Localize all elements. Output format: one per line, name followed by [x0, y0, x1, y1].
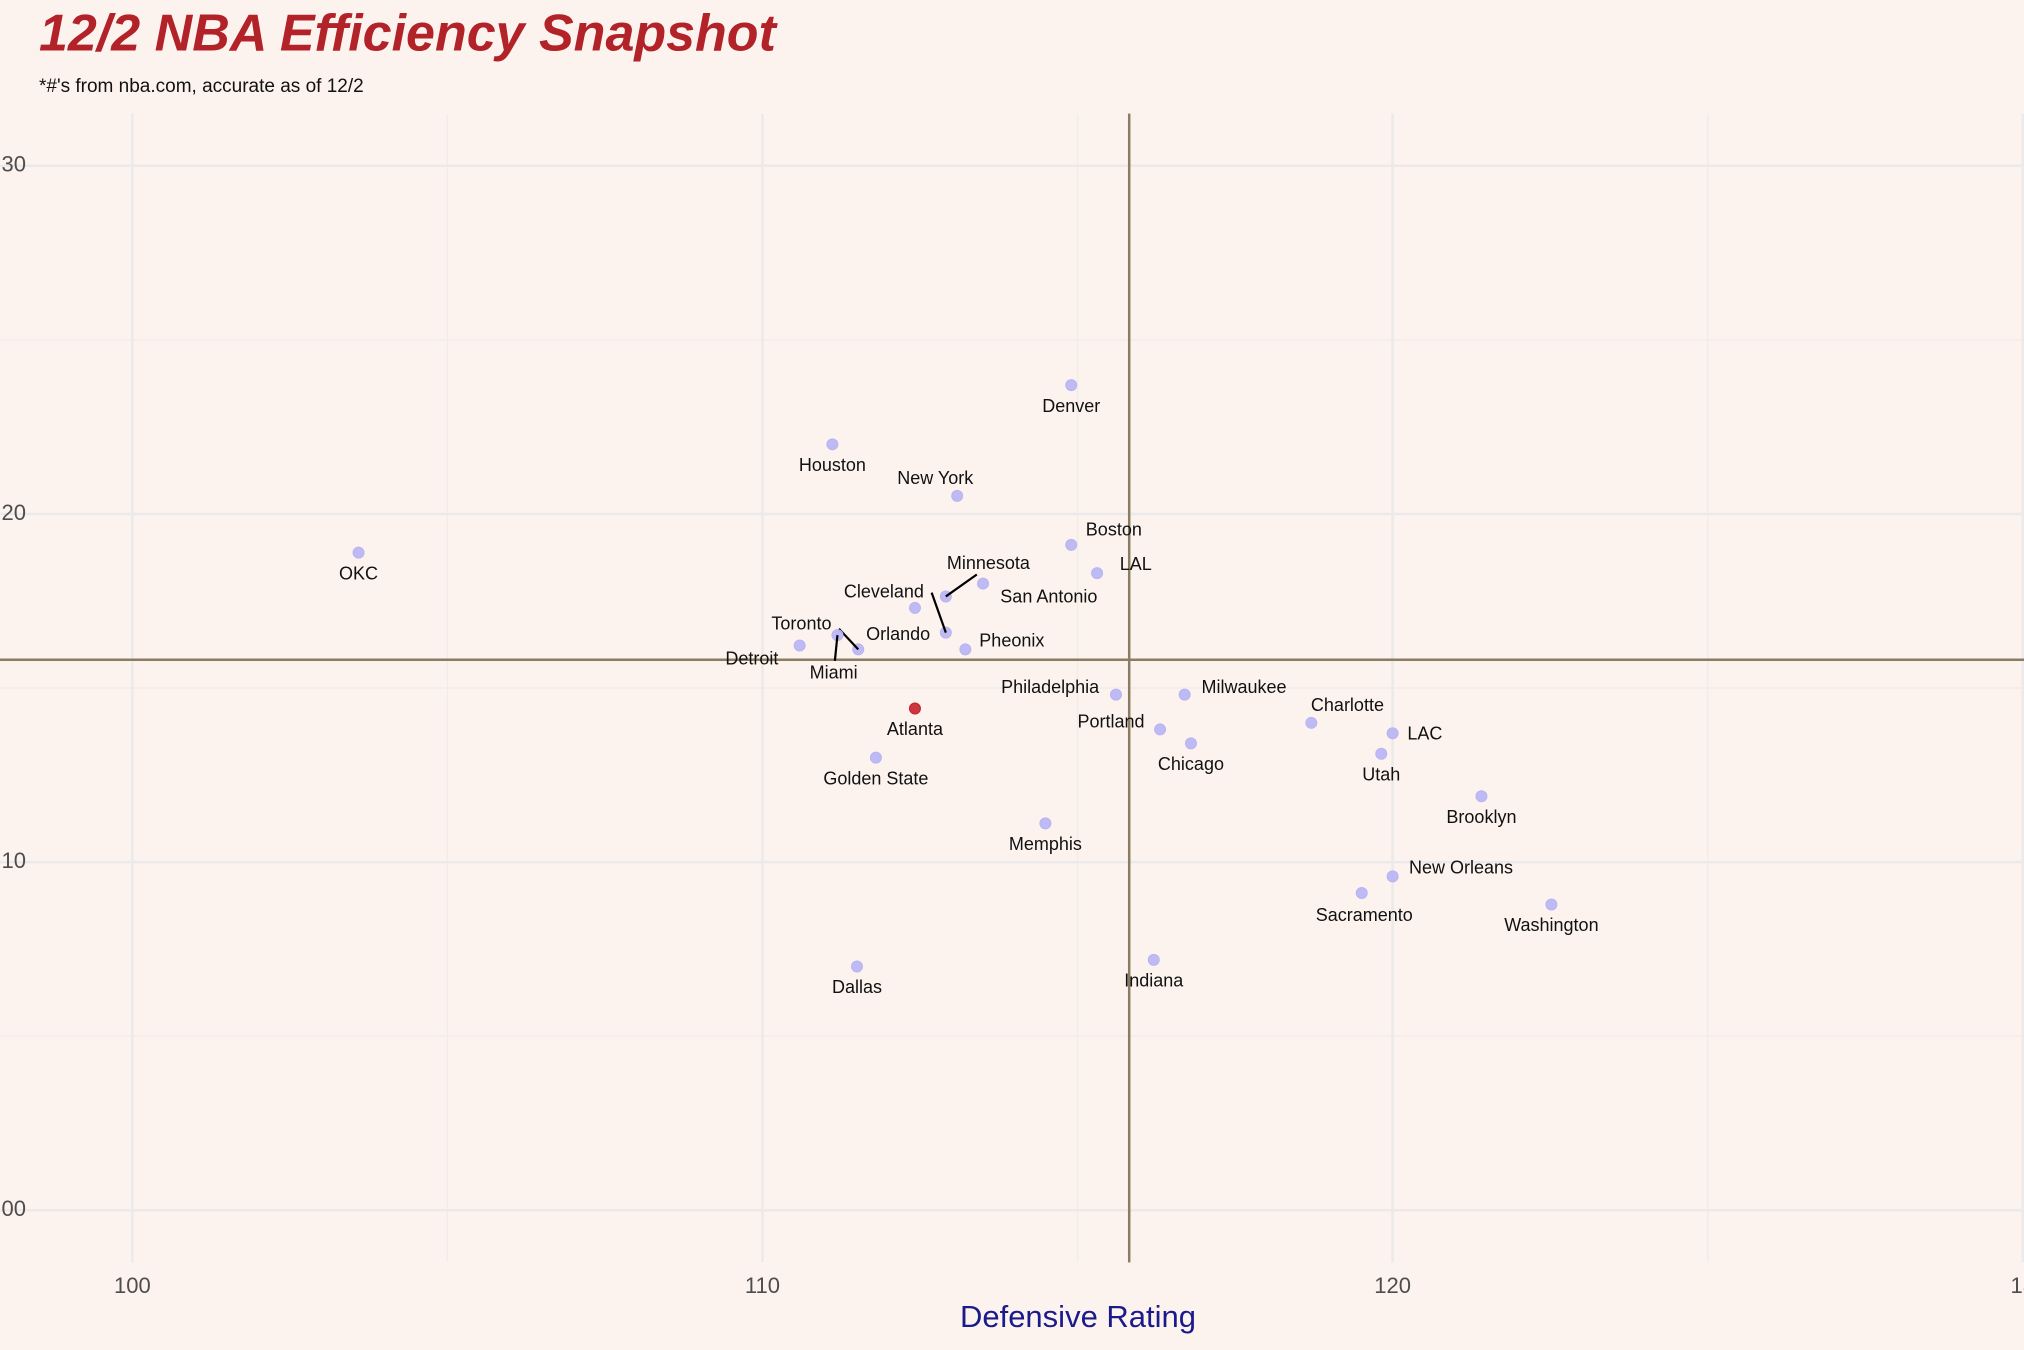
- x-tick-label: 110: [745, 1273, 780, 1298]
- chart-title: 12/2 NBA Efficiency Snapshot: [39, 5, 779, 63]
- point-label: Detroit: [725, 648, 778, 668]
- data-point: [1109, 688, 1122, 701]
- x-tick-label: 100: [114, 1273, 151, 1298]
- point-label: Miami: [810, 663, 858, 683]
- x-tick-label: 13: [2010, 1273, 2024, 1298]
- point-label: Utah: [1362, 764, 1400, 784]
- y-tick-label: 30: [2, 152, 26, 177]
- point-label: Washington: [1504, 915, 1598, 935]
- data-point: [793, 639, 806, 652]
- point-label: LAL: [1120, 554, 1152, 574]
- point-label: Houston: [799, 455, 866, 475]
- data-point: [850, 960, 863, 973]
- point-label: Denver: [1042, 396, 1100, 416]
- data-point: [1386, 727, 1399, 740]
- data-point: [959, 643, 972, 656]
- data-point: [1475, 790, 1488, 803]
- point-label: Chicago: [1158, 754, 1224, 774]
- data-point: [1178, 688, 1191, 701]
- data-point: [1184, 737, 1197, 750]
- point-label: Toronto: [771, 614, 831, 634]
- point-label: New York: [897, 468, 974, 488]
- data-point: [1091, 567, 1104, 580]
- data-point: [1065, 538, 1078, 551]
- data-point: [1154, 723, 1167, 736]
- point-label: San Antonio: [1000, 587, 1097, 607]
- data-point: [977, 577, 990, 590]
- point-label: LAC: [1407, 723, 1442, 743]
- point-label: Charlotte: [1311, 695, 1384, 715]
- data-point: [908, 702, 921, 715]
- data-point: [1355, 887, 1368, 900]
- data-point: [869, 751, 882, 764]
- x-axis-label: Defensive Rating: [960, 1299, 1196, 1334]
- data-point: [1386, 870, 1399, 883]
- point-label: OKC: [339, 563, 378, 583]
- point-label: Orlando: [866, 624, 930, 644]
- data-point: [1305, 716, 1318, 729]
- point-label: Portland: [1078, 712, 1145, 732]
- point-label: Philadelphia: [1001, 677, 1100, 697]
- data-point: [1375, 747, 1388, 760]
- point-label: Pheonix: [979, 630, 1044, 650]
- point-label: Golden State: [823, 768, 928, 788]
- x-tick-label: 120: [1374, 1273, 1411, 1298]
- leader-line: [833, 634, 839, 662]
- y-tick-label: 20: [2, 500, 26, 525]
- point-label: Boston: [1086, 519, 1142, 539]
- point-label: Brooklyn: [1446, 807, 1516, 827]
- data-point: [1039, 817, 1052, 830]
- data-point: [1545, 898, 1558, 911]
- data-point: [1065, 379, 1078, 392]
- point-label: Memphis: [1009, 834, 1082, 854]
- chart-subtitle: *#'s from nba.com, accurate as of 12/2: [39, 76, 364, 97]
- data-point: [826, 438, 839, 451]
- y-tick-label: 00: [2, 1196, 26, 1221]
- point-label: Cleveland: [844, 581, 924, 601]
- data-point: [1147, 953, 1160, 966]
- point-label: Milwaukee: [1202, 677, 1287, 697]
- point-label: Minnesota: [947, 553, 1031, 573]
- point-label: New Orleans: [1409, 857, 1513, 877]
- point-label: Indiana: [1124, 971, 1184, 991]
- point-label: Dallas: [832, 977, 882, 997]
- data-point: [951, 489, 964, 502]
- point-label: Sacramento: [1316, 905, 1413, 925]
- data-point: [908, 601, 921, 614]
- leader-line: [930, 592, 947, 634]
- data-point: [352, 546, 365, 559]
- y-tick-label: 10: [2, 848, 26, 873]
- leader-line: [945, 573, 978, 598]
- point-label: Atlanta: [887, 719, 944, 739]
